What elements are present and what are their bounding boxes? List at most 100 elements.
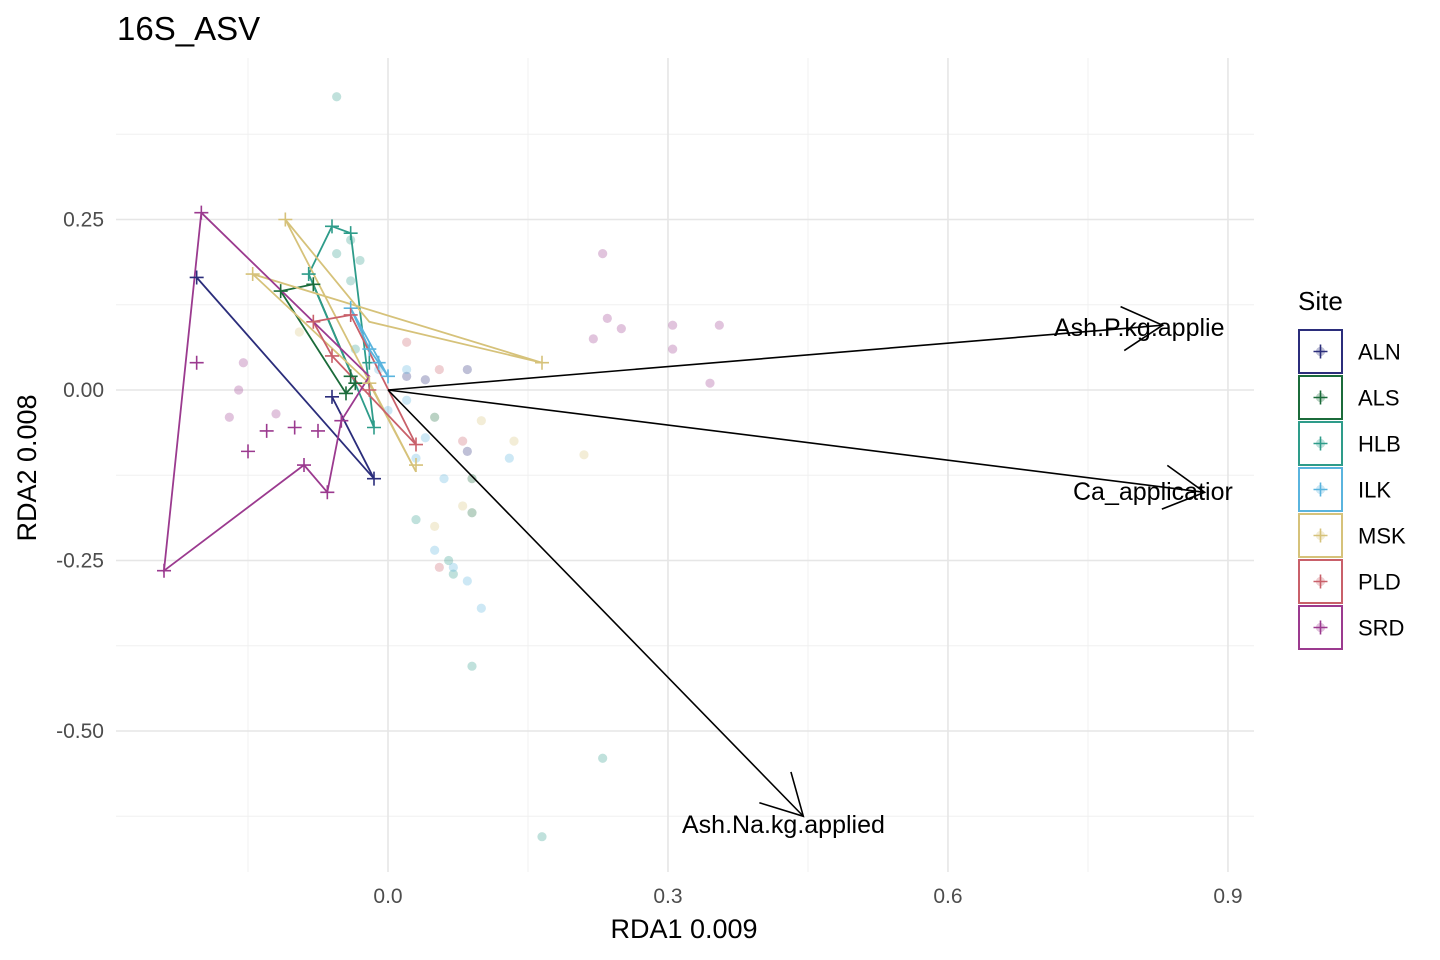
site-point	[194, 205, 209, 220]
site-point	[320, 485, 335, 500]
species-point	[420, 433, 430, 443]
species-point	[509, 436, 519, 446]
ticks: 0.0 0.3 0.6 0.9 0.25 0.00 -0.25 -0.50	[56, 209, 1242, 909]
species-point	[402, 337, 412, 347]
species-point	[588, 334, 598, 344]
site-point	[278, 212, 293, 227]
site-point	[343, 226, 358, 241]
species-point	[462, 576, 472, 586]
legend-key	[1298, 513, 1343, 558]
species-point	[238, 358, 248, 368]
site-point	[297, 458, 312, 473]
site-point	[367, 420, 381, 435]
species-point	[434, 364, 444, 375]
species-point	[668, 320, 678, 330]
site-point	[325, 219, 340, 234]
species-point	[537, 832, 547, 842]
site-point	[325, 348, 340, 363]
chart-title: 16S_ASV	[117, 10, 260, 47]
site-point	[362, 383, 377, 397]
site-point	[306, 314, 321, 329]
legend-label: PLD	[1358, 570, 1401, 595]
species-point	[402, 371, 412, 381]
x-tick-label: 0.9	[1213, 885, 1242, 908]
species-point	[346, 276, 356, 286]
species-point	[476, 416, 486, 426]
y-axis-title: RDA2 0.008	[12, 394, 42, 541]
y-tick-label: -0.25	[56, 550, 104, 573]
species-point	[467, 661, 477, 671]
site-point	[371, 355, 386, 370]
site-point	[408, 458, 423, 473]
species-point	[616, 324, 626, 334]
species-point	[434, 562, 444, 572]
x-axis-title: RDA1 0.009	[610, 914, 757, 944]
species-point	[444, 555, 454, 566]
y-tick-label: 0.25	[63, 209, 104, 232]
legend-key-marker	[1313, 528, 1328, 543]
species-point	[439, 474, 449, 484]
species-point	[430, 545, 440, 555]
species-point	[448, 562, 458, 572]
species-point	[467, 508, 477, 518]
species-point	[598, 753, 608, 763]
grid	[116, 58, 1254, 872]
legend-key-marker	[1313, 574, 1328, 589]
site-point	[334, 413, 349, 428]
biplot-arrow-head	[759, 771, 805, 818]
site-point	[343, 307, 358, 322]
site-point	[311, 423, 326, 438]
y-tick-label: 0.00	[63, 379, 104, 402]
site-point	[241, 444, 256, 459]
site-point	[157, 563, 172, 578]
species-point	[598, 249, 608, 259]
biplot-arrow	[387, 389, 1205, 494]
legend-label: HLB	[1358, 432, 1401, 457]
site-point	[287, 420, 302, 435]
legend-label: MSK	[1358, 524, 1406, 549]
species-point	[458, 501, 468, 511]
site-point	[339, 386, 354, 401]
species-point	[430, 412, 440, 422]
species-point	[462, 446, 472, 456]
biplot-arrow-label: Ash.Na.kg.applied	[682, 811, 885, 839]
species-point	[714, 320, 724, 330]
x-tick-label: 0.0	[373, 885, 402, 908]
species-point	[504, 453, 514, 463]
biplot-arrow	[387, 389, 804, 817]
x-tick-label: 0.3	[653, 885, 682, 908]
species-point	[705, 378, 715, 388]
y-tick-label: -0.50	[56, 720, 104, 743]
site-point	[245, 267, 260, 282]
site-point	[259, 423, 274, 438]
legend-key-marker	[1313, 390, 1328, 405]
legend-label: SRD	[1358, 616, 1404, 641]
legend: Site ALN ALS HLB ILK MSK PLD SRD	[1298, 286, 1406, 650]
site-point	[189, 270, 204, 285]
site-point	[325, 389, 340, 404]
species-point	[462, 364, 472, 375]
species-point	[402, 395, 412, 405]
biplot-arrow	[387, 324, 1163, 391]
biplot-arrow-head	[1161, 464, 1207, 510]
species-point	[271, 409, 281, 419]
species-point	[430, 521, 440, 532]
legend-title: Site	[1298, 286, 1343, 316]
legend-key-marker	[1313, 436, 1328, 451]
species-point	[332, 249, 342, 259]
site-point	[367, 471, 381, 486]
site-point	[362, 342, 377, 357]
species-point	[402, 364, 412, 375]
species-point	[234, 385, 244, 395]
biplot-arrow-label: Ca_applicatior	[1073, 478, 1233, 506]
site-point	[534, 355, 549, 370]
site-point	[273, 284, 288, 299]
species-point	[579, 450, 589, 460]
site-point	[408, 437, 423, 452]
legend-key-marker	[1313, 620, 1328, 635]
species-point	[294, 327, 304, 337]
species-point	[224, 412, 234, 422]
site-point	[381, 369, 395, 384]
species-point	[458, 436, 468, 446]
